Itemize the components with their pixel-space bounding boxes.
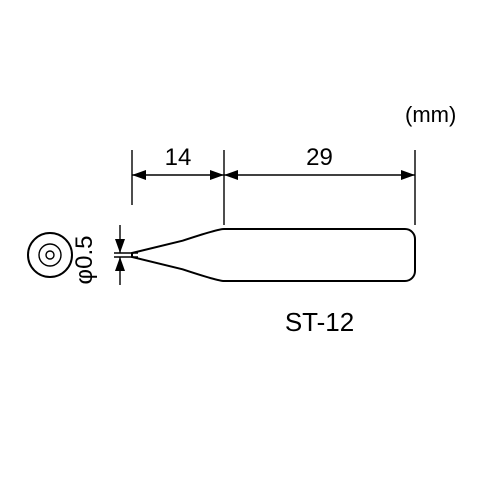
dim-arrowhead: [115, 257, 125, 271]
dimension-diagram: 14 29 (mm) φ0.5 ST-12: [0, 0, 500, 500]
dim-arrowhead: [401, 170, 415, 180]
unit-label: (mm): [405, 102, 456, 127]
dim-arrowhead: [132, 170, 146, 180]
dim-arrowhead: [210, 170, 224, 180]
front-view-mid: [39, 244, 61, 266]
front-view-outer: [28, 233, 72, 277]
dim-arrowhead: [115, 239, 125, 253]
front-view-inner: [46, 251, 54, 259]
dim-tip-length: 14: [165, 144, 192, 171]
dim-tip-diameter: φ0.5: [71, 236, 98, 285]
dim-body-length: 29: [306, 144, 333, 171]
part-outline: [132, 229, 415, 281]
dim-arrowhead: [224, 170, 238, 180]
part-label: ST-12: [285, 307, 354, 337]
